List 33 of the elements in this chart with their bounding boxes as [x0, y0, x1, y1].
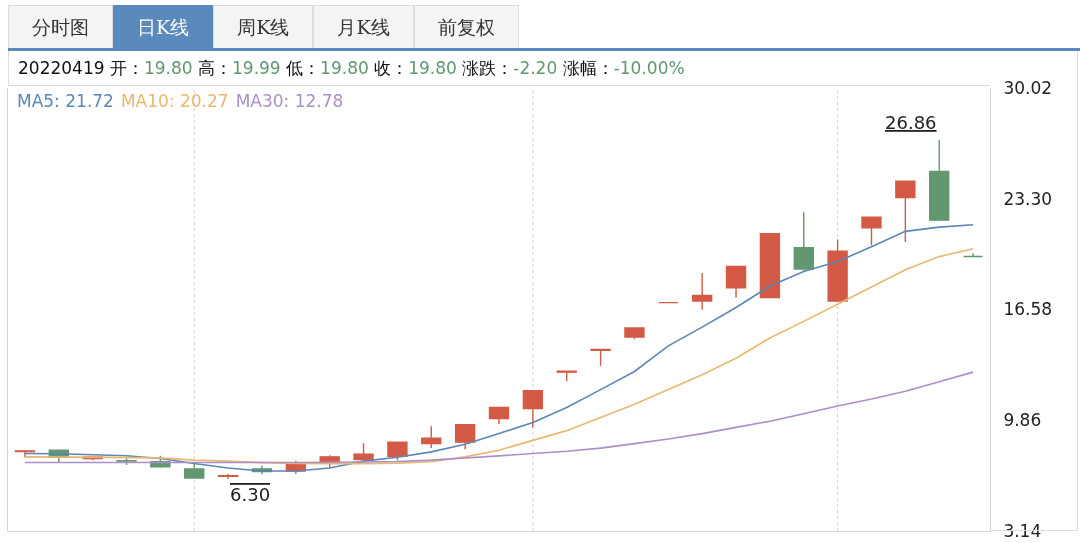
tab: 日K线: [113, 5, 214, 48]
line-series: [24, 371, 974, 464]
candlestick: [827, 238, 848, 302]
annotation: 6.30: [230, 484, 271, 505]
tab: 周K线: [213, 5, 314, 48]
candlestick: [387, 441, 408, 461]
candlestick: [962, 252, 984, 258]
candlestick: [522, 389, 544, 429]
candlestick: [116, 457, 137, 466]
candlestick: [184, 462, 205, 479]
candlestick: [929, 139, 950, 221]
candlestick: [895, 180, 916, 243]
annotation: 26.86: [885, 112, 937, 133]
tab: 分时图: [8, 5, 113, 48]
candlestick: [658, 301, 679, 304]
text: MA10: 20.27: [120, 91, 229, 111]
y-tick-label: 30.02: [1003, 77, 1053, 98]
candlestick: [759, 232, 781, 299]
text: MA30: 12.78: [235, 91, 344, 111]
tab: 月K线: [313, 5, 414, 48]
candlestick: [488, 406, 510, 425]
candlestick: [624, 327, 645, 341]
readout-bar: 20220419 开：19.80 高：19.99 低：19.80 收：19.80 涨跌：-2.20 涨幅：-10.00%: [8, 51, 990, 86]
y-tick-label: 23.30: [1003, 188, 1053, 209]
candlestick: [793, 211, 814, 272]
candlestick: [725, 265, 747, 299]
tab: 前复权: [413, 5, 519, 48]
candlestick: [454, 424, 476, 450]
y-tick-label: 9.86: [1003, 410, 1042, 431]
y-tick-label: 16.58: [1003, 299, 1053, 320]
text: MA5: 21.72: [17, 91, 114, 111]
candlestick: [691, 272, 713, 311]
candlestick: [861, 216, 882, 246]
